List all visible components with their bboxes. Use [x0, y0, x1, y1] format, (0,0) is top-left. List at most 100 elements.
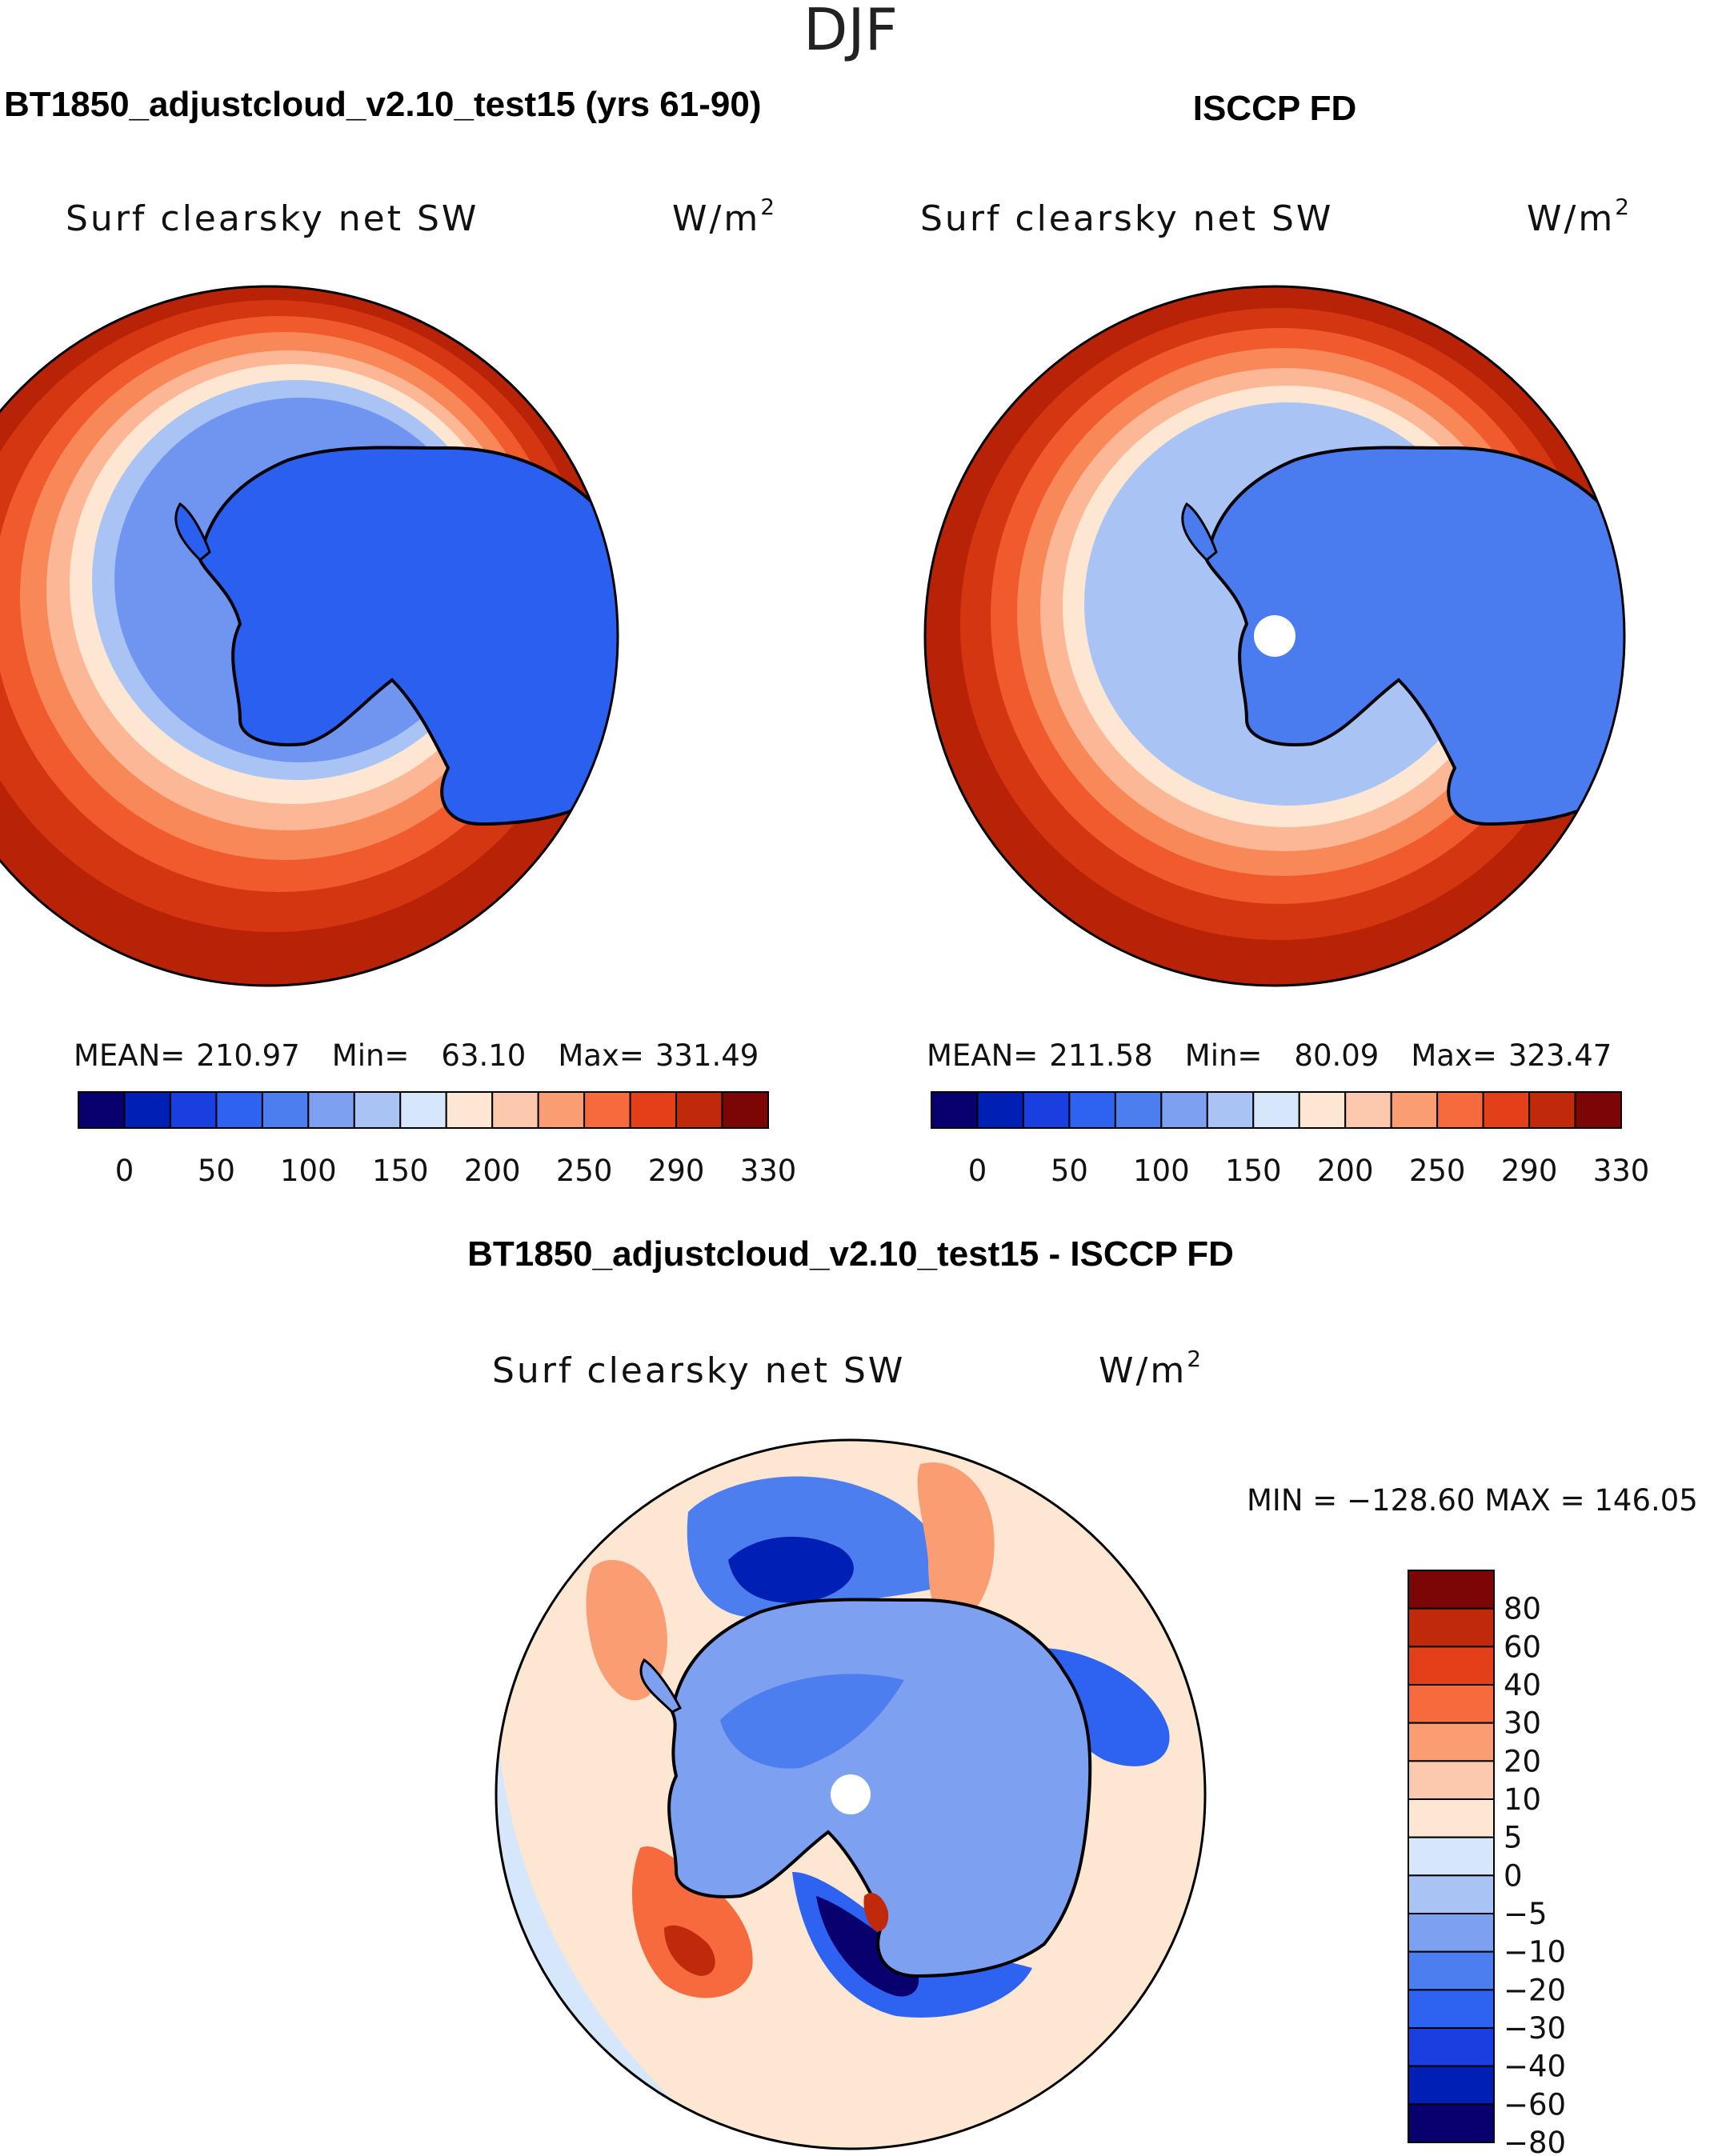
map-diff-peninsula — [639, 1658, 683, 1714]
colorbar-obs-swatch — [1252, 1091, 1300, 1129]
panel-model-min-label: Min= — [332, 1038, 410, 1073]
colorbar-model-swatch — [78, 1091, 126, 1129]
panel-diff: BT1850_adjustcloud_v2.10_test15 - ISCCP … — [467, 1234, 1698, 2156]
colorbar-obs-tick-label: 50 — [1051, 1154, 1088, 1188]
colorbar-obs-swatch — [1574, 1091, 1622, 1129]
map-obs-peninsula — [1181, 502, 1218, 562]
colorbar-diff-tick-label: 10 — [1504, 1782, 1541, 1817]
colorbar-diff-swatch — [1408, 2027, 1495, 2067]
colorbar-model-swatch — [169, 1091, 218, 1129]
colorbar-obs-swatch — [1390, 1091, 1439, 1129]
colorbar-diff-swatch — [1408, 1684, 1495, 1724]
colorbar-diff-tick-label: −20 — [1504, 1973, 1566, 2007]
colorbar-diff-tick-label: 80 — [1504, 1592, 1541, 1626]
panel-model-min-value: 63.10 — [441, 1038, 526, 1073]
colorbar-diff-swatch — [1408, 1722, 1495, 1762]
map-diff-red-lobe-left-dark — [664, 1925, 715, 1976]
panel-obs-variable: Surf clearsky net SW — [920, 198, 1333, 239]
colorbar-diff-tick-label: −30 — [1504, 2011, 1566, 2046]
colorbar-obs-swatch — [1344, 1091, 1392, 1129]
colorbar-model-tick-label: 290 — [648, 1154, 705, 1188]
colorbar-model-swatch — [353, 1091, 402, 1129]
colorbar-obs-swatch — [1528, 1091, 1576, 1129]
map-obs-continent — [1204, 446, 1624, 826]
panel-obs-mean-label: MEAN= — [927, 1038, 1038, 1073]
colorbar-diff-tick-label: −40 — [1504, 2050, 1566, 2084]
colorbar-diff-tick-label: 40 — [1504, 1668, 1541, 1702]
colorbar-obs-tick-label: 290 — [1501, 1154, 1558, 1188]
colorbar-obs-tick-label: 150 — [1225, 1154, 1282, 1188]
colorbar-diff-swatch — [1408, 1836, 1495, 1877]
colorbar-model-swatch — [629, 1091, 678, 1129]
map-obs-border — [923, 285, 1626, 987]
colorbar-diff-tick-label: 20 — [1504, 1744, 1541, 1778]
colorbar-obs-tick-label: 250 — [1409, 1154, 1466, 1188]
colorbar-model-swatch — [123, 1091, 171, 1129]
panel-obs: ISCCP FD Surf clearsky net SW W/m2 MEAN=… — [920, 89, 1649, 1188]
panel-obs-units-exp: 2 — [1615, 194, 1632, 220]
colorbar-obs-swatch — [1114, 1091, 1163, 1129]
colorbar-obs-swatch — [976, 1091, 1024, 1129]
map-diff-blue-sector-top-dark — [728, 1536, 854, 1603]
panel-obs-units: W/m2 — [1527, 194, 1632, 239]
map-model-border — [0, 285, 619, 987]
map-model-peninsula — [174, 502, 211, 562]
colorbar-model-swatch — [537, 1091, 586, 1129]
map-model-continent — [198, 446, 618, 826]
panel-obs-max-value: 323.47 — [1508, 1038, 1612, 1073]
colorbar-diff-swatch — [1408, 1913, 1495, 1953]
panel-model-max-value: 331.49 — [655, 1038, 759, 1073]
map-diff-red-lobe-upperright — [917, 1462, 995, 1626]
panel-diff-units: W/m2 — [1099, 1346, 1203, 1391]
colorbar-model: 0 50 100 150 200 250 290 330 — [78, 1091, 797, 1188]
colorbar-model-tick-label: 150 — [372, 1154, 429, 1188]
panel-obs-mean-value: 211.58 — [1049, 1038, 1152, 1073]
colorbar-obs-tick-label: 200 — [1317, 1154, 1374, 1188]
colorbar-diff-tick-label: −5 — [1504, 1897, 1548, 1931]
colorbar-diff-swatch — [1408, 1950, 1495, 1991]
colorbar-obs-swatch — [931, 1091, 979, 1129]
map-diff-red-ice-shelf — [863, 1893, 889, 1931]
colorbar-model-swatch — [307, 1091, 355, 1129]
colorbar-model-swatch — [261, 1091, 310, 1129]
colorbar-diff-swatch — [1408, 2103, 1495, 2143]
panel-model-units: W/m2 — [672, 194, 777, 239]
panel-diff-units-base: W/m — [1099, 1350, 1187, 1391]
colorbar-obs-tick-label: 0 — [968, 1154, 987, 1188]
colorbar-diff-tick-label: 0 — [1504, 1858, 1523, 1893]
colorbar-diff-tick-label: 30 — [1504, 1706, 1541, 1741]
colorbar-obs-tick-label: 100 — [1133, 1154, 1190, 1188]
map-diff-red-lobe-left — [632, 1846, 753, 1998]
panel-model-mean-value: 210.97 — [196, 1038, 299, 1073]
colorbar-obs: 0 50 100 150 200 250 290 330 — [931, 1091, 1649, 1188]
colorbar-obs-swatch — [1022, 1091, 1071, 1129]
panel-model-units-exp: 2 — [760, 194, 777, 220]
map-obs — [925, 286, 1624, 986]
panel-model-mean-label: MEAN= — [74, 1038, 185, 1073]
colorbar-model-tick-label: 200 — [464, 1154, 521, 1188]
colorbar-obs-swatch — [1206, 1091, 1255, 1129]
map-diff-blue-sector-right — [1040, 1648, 1170, 1766]
colorbar-diff-tick-label: 5 — [1504, 1821, 1523, 1855]
colorbar-diff-swatch — [1408, 1874, 1495, 1914]
map-diff — [496, 1440, 1205, 2149]
panel-obs-units-base: W/m — [1527, 198, 1615, 239]
panel-obs-stats: MEAN= 211.58 Min= 80.09 Max= 323.47 — [927, 1038, 1612, 1073]
colorbar-model-tick-label: 330 — [740, 1154, 797, 1188]
panel-obs-max-label: Max= — [1411, 1038, 1497, 1073]
colorbar-model-tick-label: 0 — [115, 1154, 134, 1188]
colorbar-diff-swatch — [1408, 2065, 1495, 2106]
season-title: DJF — [803, 0, 898, 63]
map-obs-pole-hole — [1254, 615, 1295, 657]
colorbar-diff-swatch — [1408, 1607, 1495, 1648]
map-model — [0, 286, 618, 986]
panel-model-title: BT1850_adjustcloud_v2.10_test15 (yrs 61-… — [4, 85, 762, 124]
colorbar-obs-swatch — [1436, 1091, 1484, 1129]
colorbar-obs-swatch — [1482, 1091, 1531, 1129]
colorbar-model-swatch — [721, 1091, 769, 1129]
colorbar-diff-tick-label: −80 — [1504, 2126, 1566, 2156]
colorbar-obs-swatch — [1298, 1091, 1347, 1129]
panel-diff-units-exp: 2 — [1187, 1346, 1203, 1372]
panel-model: BT1850_adjustcloud_v2.10_test15 (yrs 61-… — [0, 85, 796, 1188]
